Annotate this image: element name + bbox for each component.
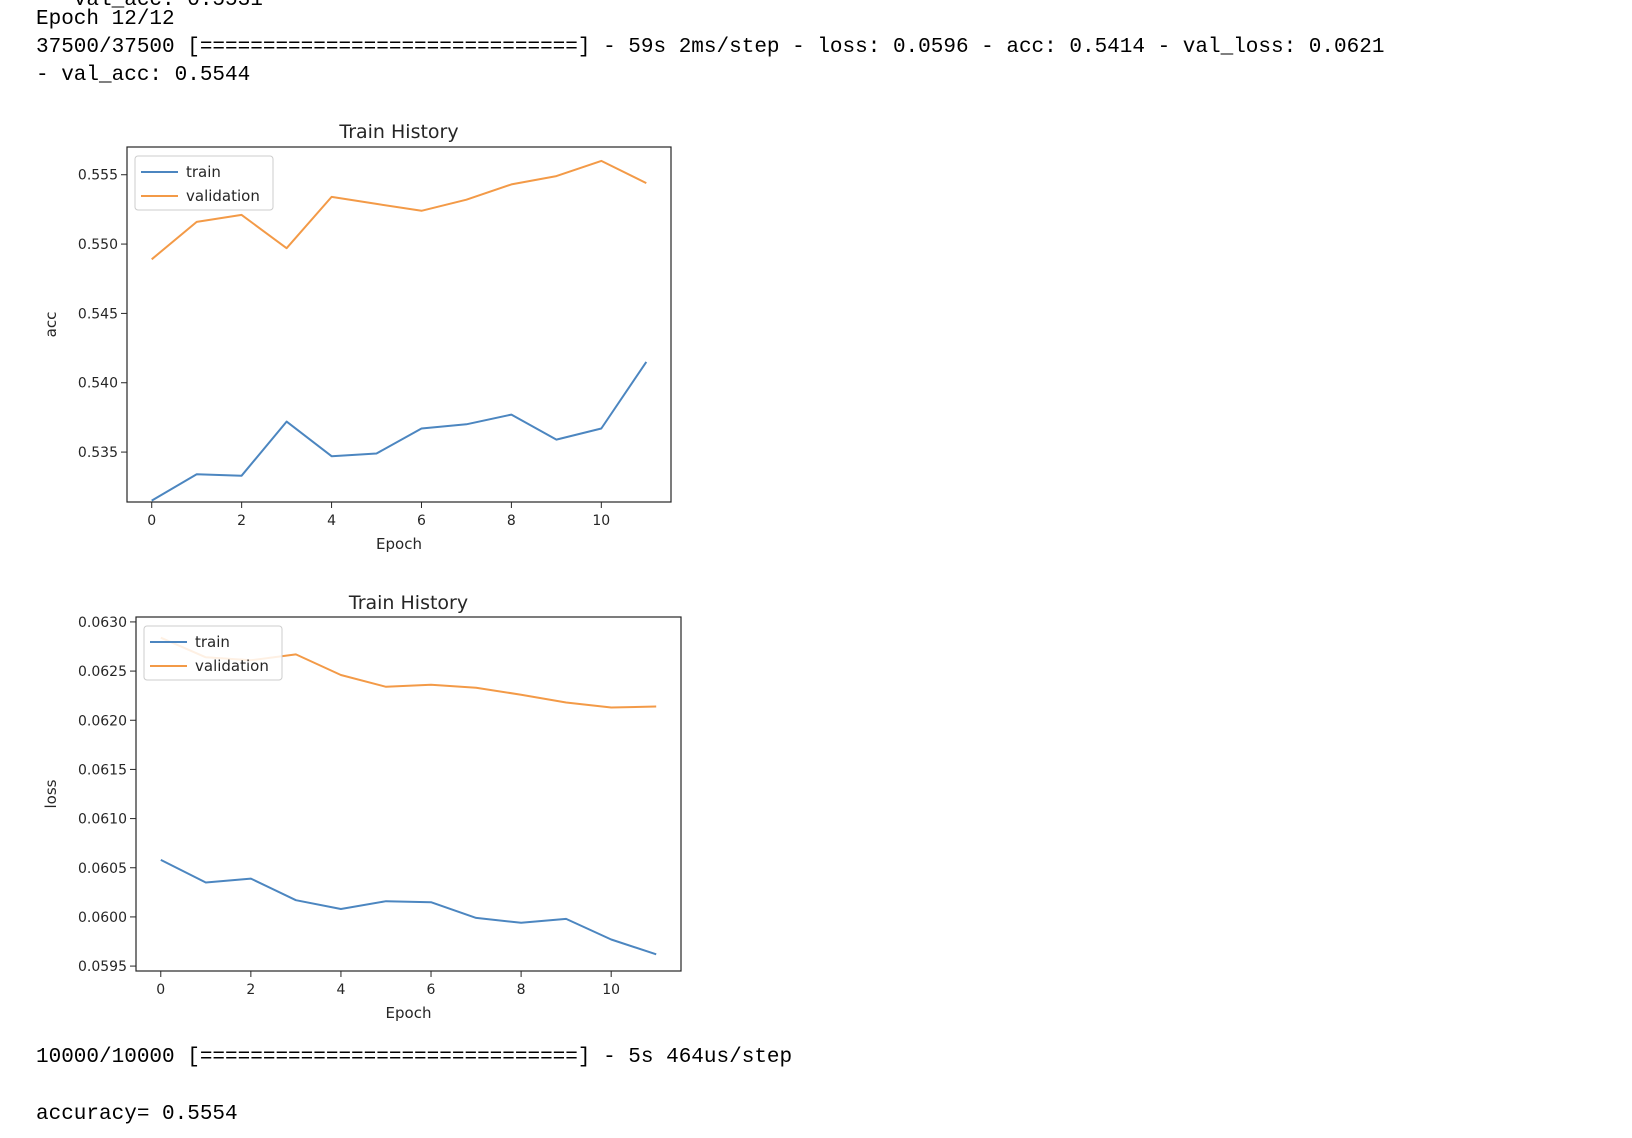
y-tick-label: 0.0605: [78, 861, 127, 877]
y-tick-label: 0.535: [78, 445, 118, 461]
chart-title: Train History: [338, 121, 458, 143]
y-axis-label: loss: [42, 779, 60, 808]
x-tick-label: 10: [592, 513, 610, 529]
legend-label-validation: validation: [195, 657, 269, 675]
y-tick-label: 0.0595: [78, 959, 127, 975]
x-tick-label: 4: [336, 982, 345, 998]
accuracy-line: accuracy= 0.5554: [36, 1103, 238, 1126]
y-tick-label: 0.540: [78, 376, 118, 392]
y-tick-label: 0.545: [78, 306, 118, 322]
y-tick-label: 0.0620: [78, 713, 127, 729]
train-progress-line: 37500/37500 [===========================…: [36, 36, 1385, 59]
plot-frame: [135, 616, 682, 972]
x-axis-label: Epoch: [386, 1004, 432, 1022]
y-tick-label: 0.0610: [78, 812, 127, 828]
y-tick-label: 0.0615: [78, 762, 127, 778]
x-tick-label: 10: [602, 982, 620, 998]
y-tick-label: 0.555: [78, 168, 118, 184]
series-line-train: [151, 361, 648, 502]
x-tick-label: 8: [517, 982, 526, 998]
y-tick-label: 0.550: [78, 237, 118, 253]
x-tick-label: 0: [147, 513, 156, 529]
series-line-train: [160, 859, 657, 956]
x-axis-label: Epoch: [376, 535, 422, 553]
epoch-line: Epoch 12/12: [36, 8, 175, 31]
chart-1: Train History 0 2 4 6 8 10 0.535 0.540 0.545 0.550…: [42, 121, 672, 553]
truncated-output-line: val_acc: 0.5531: [36, 0, 263, 12]
chart-2: Train History 0 2 4 6 8 10 0.0595 0.0600 0.0605 0.…: [42, 592, 682, 1022]
legend-label-train: train: [195, 633, 230, 651]
x-tick-label: 6: [427, 982, 436, 998]
legend-label-train: train: [186, 163, 221, 181]
x-tick-label: 2: [237, 513, 246, 529]
train-progress-line-continued: - val_acc: 0.5544: [36, 64, 251, 87]
plot-frame: [126, 146, 672, 503]
legend-label-validation: validation: [186, 187, 260, 205]
x-tick-label: 6: [417, 513, 426, 529]
y-axis-label: acc: [42, 312, 60, 338]
x-tick-label: 2: [246, 982, 255, 998]
x-tick-label: 4: [327, 513, 336, 529]
x-tick-label: 8: [507, 513, 516, 529]
series-line-validation: [151, 159, 647, 261]
legend: train validation: [143, 625, 283, 681]
legend: train validation: [134, 155, 274, 211]
eval-progress-line: 10000/10000 [===========================…: [36, 1046, 793, 1069]
y-tick-label: 0.0625: [78, 664, 127, 680]
y-tick-label: 0.0600: [78, 910, 127, 926]
chart-title: Train History: [348, 592, 468, 614]
x-tick-label: 0: [156, 982, 165, 998]
y-tick-label: 0.0630: [78, 615, 127, 631]
